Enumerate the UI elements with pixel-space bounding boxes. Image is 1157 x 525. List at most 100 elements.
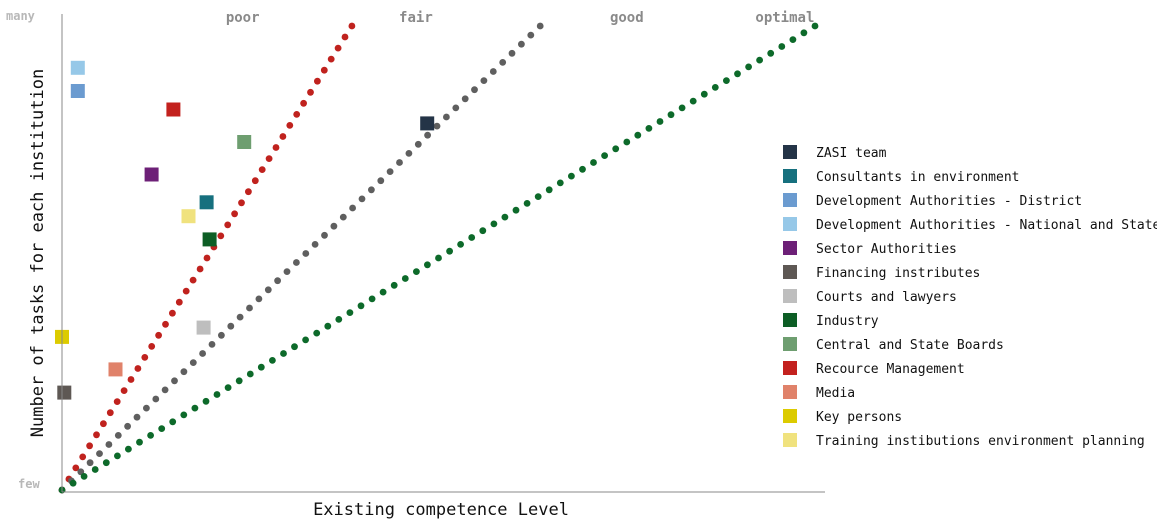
reference-line-dot: [100, 420, 107, 428]
reference-line-dot: [320, 66, 328, 74]
reference-line-dot: [280, 350, 287, 357]
zone-label-fair: fair: [399, 10, 433, 26]
reference-line-dot: [120, 387, 128, 394]
reference-line-dot: [327, 55, 335, 63]
reference-line-dot: [390, 281, 398, 289]
legend-label: Development Authorities - National and S…: [816, 218, 1157, 233]
reference-line-dot: [269, 357, 276, 364]
reference-line-dot: [348, 22, 356, 30]
legend-label: Industry: [816, 314, 879, 329]
reference-line-dot: [321, 231, 328, 239]
reference-line-dot: [171, 377, 178, 385]
reference-line-dot: [93, 431, 100, 439]
legend-swatch: [783, 217, 797, 231]
reference-line-dot: [479, 227, 487, 235]
point-industry: [202, 232, 217, 247]
zone-label-good: good: [610, 10, 644, 26]
reference-line-dot: [349, 204, 356, 212]
reference-line-dot: [161, 386, 169, 394]
legend-swatch: [783, 337, 797, 351]
zone-label-optimal: optimal: [755, 10, 814, 26]
legend-swatch: [783, 265, 797, 279]
reference-line-dot: [191, 404, 199, 412]
reference-line-dot: [536, 22, 544, 30]
reference-line-dot: [379, 288, 387, 296]
reference-line-dot: [224, 221, 232, 229]
reference-line-fair: [58, 22, 544, 494]
reference-line-dot: [443, 113, 450, 121]
reference-line-dot: [114, 432, 122, 439]
reference-line-dot: [623, 138, 631, 146]
reference-line-dot: [72, 464, 80, 472]
reference-line-dot: [357, 302, 365, 310]
reference-line-dot: [196, 265, 204, 273]
reference-line-dot: [302, 250, 310, 257]
reference-line-dot: [134, 365, 142, 372]
legend-swatch: [783, 433, 797, 447]
reference-line-dot: [265, 155, 273, 163]
reference-line-dot: [264, 286, 272, 294]
reference-line-dot: [175, 298, 183, 306]
reference-line-dot: [238, 199, 245, 207]
reference-line-dot: [279, 133, 287, 140]
reference-line-dot: [723, 77, 730, 84]
reference-line-dot: [86, 459, 94, 467]
reference-line-dot: [169, 418, 177, 426]
legend: ZASI team Consultants in environment Devel…: [783, 145, 1157, 449]
reference-line-dot: [124, 422, 131, 430]
reference-line-dot: [433, 122, 441, 130]
legend-label: ZASI team: [816, 146, 887, 161]
reference-line-dot: [258, 166, 266, 174]
data-points: [55, 60, 435, 400]
reference-line-dot: [169, 309, 176, 317]
reference-line-dot: [124, 445, 132, 453]
zone-labels: poor fair good optimal: [226, 10, 815, 26]
legend-label: Key persons: [816, 410, 902, 425]
reference-line-dot: [745, 63, 752, 71]
reference-line-dot: [457, 241, 464, 248]
reference-line-dot: [311, 241, 319, 248]
reference-line-dot: [396, 159, 403, 166]
reference-line-dot: [136, 438, 143, 446]
reference-line-poor: [58, 22, 356, 494]
reference-line-dot: [341, 33, 349, 41]
point-training-instibutions-environment-planning: [181, 209, 196, 224]
legend-swatch: [783, 169, 797, 183]
reference-line-dot: [127, 376, 135, 383]
reference-line-dot: [113, 398, 121, 405]
reference-line-dot: [501, 213, 509, 221]
point-zasi-team: [420, 116, 435, 131]
reference-line-dot: [424, 131, 431, 139]
reference-line-dot: [452, 104, 460, 112]
reference-line-dot: [213, 391, 221, 398]
legend-label: Media: [816, 386, 855, 401]
point-development-authorities-national-and-state: [70, 60, 85, 75]
reference-line-dot: [789, 36, 797, 43]
reference-line-dot: [601, 152, 608, 160]
reference-line-dot: [678, 104, 686, 112]
legend-label: Financing instributes: [816, 266, 980, 281]
reference-line-dot: [468, 234, 476, 241]
reference-line-good: [58, 22, 819, 494]
legend-label: Central and State Boards: [816, 338, 1004, 353]
reference-line-dot: [508, 49, 516, 57]
reference-line-dot: [414, 140, 422, 148]
reference-line-dot: [143, 404, 150, 412]
reference-line-dot: [189, 359, 197, 366]
reference-line-dot: [246, 370, 254, 378]
reference-line-dot: [302, 336, 309, 344]
reference-line-dot: [656, 118, 664, 125]
reference-line-dot: [293, 259, 300, 266]
reference-line-dot: [180, 411, 188, 419]
reference-line-dot: [286, 122, 294, 129]
reference-line-dot: [155, 331, 163, 339]
legend-swatch: [783, 193, 797, 207]
reference-line-dot: [700, 90, 708, 98]
reference-line-dot: [330, 222, 338, 230]
reference-line-dot: [307, 88, 314, 96]
reference-line-dot: [778, 43, 786, 50]
point-recource-management: [166, 102, 181, 117]
reference-line-dot: [401, 275, 409, 282]
y-tick-top: many: [6, 9, 35, 23]
